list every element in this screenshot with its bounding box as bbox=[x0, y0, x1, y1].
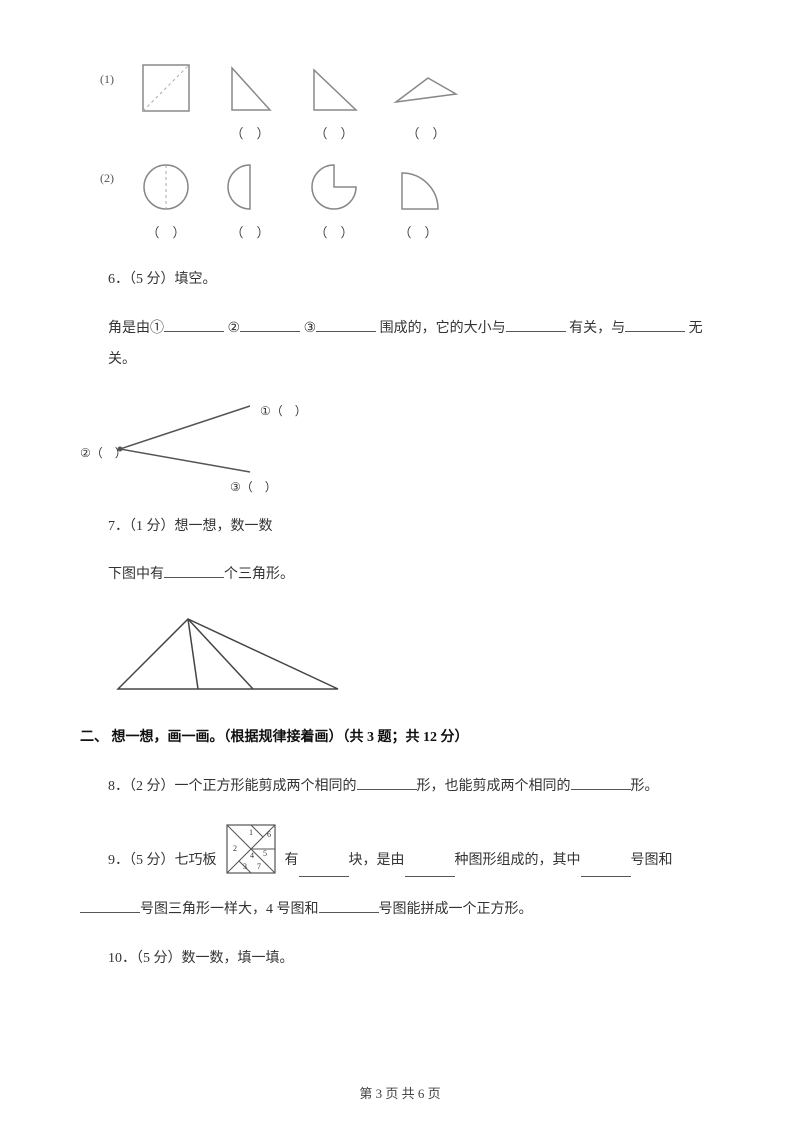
svg-text:5: 5 bbox=[263, 849, 267, 858]
paren-5: （ ） bbox=[230, 219, 269, 248]
q9-line: 9．（5 分）七巧板 1 2 3 4 5 6 7 有 块，是由 种图形组成的，其… bbox=[80, 821, 720, 877]
svg-text:4: 4 bbox=[250, 851, 254, 860]
q9-blank-4[interactable] bbox=[80, 897, 140, 912]
svg-text:1: 1 bbox=[249, 828, 253, 837]
svg-text:3: 3 bbox=[243, 862, 247, 871]
q6-blank-1[interactable] bbox=[164, 317, 224, 332]
q7-label: 7．（1 分）想一想，数一数 bbox=[80, 512, 720, 543]
q8-line: 8．（2 分）一个正方形能剪成两个相同的 形，也能剪成两个相同的 形。 bbox=[80, 772, 720, 803]
q8-t2: 形。 bbox=[631, 779, 659, 794]
q9-t3: 种图形组成的，其中 bbox=[455, 846, 581, 877]
marker-1: ①（ ） bbox=[260, 398, 307, 424]
q6-blank-4[interactable] bbox=[506, 317, 566, 332]
q9-t5: 号图三角形一样大，4 号图和 bbox=[140, 902, 319, 917]
fig-three-quarter: （ ） bbox=[306, 159, 362, 248]
q6-label: 6．（5 分）填空。 bbox=[80, 265, 720, 296]
fig-triangle-2: （ ） bbox=[306, 60, 362, 149]
figure-row-2: (2) （ ） （ ） （ ） （ ） bbox=[80, 159, 720, 248]
q6-blank-5[interactable] bbox=[625, 317, 685, 332]
q8-blank-2[interactable] bbox=[571, 775, 631, 790]
fig-triangle-1: （ ） bbox=[222, 60, 278, 149]
fig-circle: （ ） bbox=[138, 159, 194, 248]
q6-blank-3[interactable] bbox=[316, 317, 376, 332]
paren-6: （ ） bbox=[314, 219, 353, 248]
q9-blank-3[interactable] bbox=[581, 861, 631, 876]
paren-7: （ ） bbox=[398, 219, 437, 248]
q9-line-2: 号图三角形一样大，4 号图和 号图能拼成一个正方形。 bbox=[80, 895, 720, 926]
q6-t2: ② bbox=[228, 321, 241, 336]
q8-t1: 形，也能剪成两个相同的 bbox=[417, 779, 571, 794]
paren-1: （ ） bbox=[230, 120, 269, 149]
document-body: (1) （ ） （ ） （ ） (2) （ ） bbox=[80, 60, 720, 974]
q6-t3: ③ bbox=[304, 321, 317, 336]
q6-sentence: 角是由① ② ③ 围成的，它的大小与 有关，与 无关。 bbox=[80, 314, 720, 376]
q6-t5: 有关，与 bbox=[569, 321, 625, 336]
q9-t2: 块，是由 bbox=[349, 846, 405, 877]
q8-blank-1[interactable] bbox=[357, 775, 417, 790]
tangram-figure: 1 2 3 4 5 6 7 bbox=[223, 821, 279, 877]
angle-diagram: ①（ ） ②（ ） ③（ ） bbox=[80, 394, 720, 494]
svg-text:7: 7 bbox=[257, 862, 261, 871]
q6-t4: 围成的，它的大小与 bbox=[380, 321, 506, 336]
fig-quarter: （ ） bbox=[390, 159, 446, 248]
q7-t1: 下图中有 bbox=[108, 567, 164, 582]
svg-text:6: 6 bbox=[267, 830, 271, 839]
paren-3: （ ） bbox=[406, 120, 445, 149]
q9-t1: 有 bbox=[285, 846, 299, 877]
q7-t2: 个三角形。 bbox=[224, 567, 294, 582]
fig-square-diagonal bbox=[138, 60, 194, 149]
q6-t1: 角是由① bbox=[108, 321, 164, 336]
fig-triangle-3: （ ） bbox=[390, 60, 462, 149]
q7-sentence: 下图中有 个三角形。 bbox=[80, 560, 720, 591]
paren-2: （ ） bbox=[314, 120, 353, 149]
page-footer: 第 3 页 共 6 页 bbox=[0, 1083, 800, 1102]
row-2-label: (2) bbox=[100, 165, 114, 191]
paren-4: （ ） bbox=[146, 219, 185, 248]
marker-3: ③（ ） bbox=[230, 474, 277, 500]
q10-label: 10．（5 分）数一数，填一填。 bbox=[80, 944, 720, 975]
q9-t6: 号图能拼成一个正方形。 bbox=[379, 902, 533, 917]
figure-row-1: (1) （ ） （ ） （ ） bbox=[80, 60, 720, 149]
q7-triangle-figure bbox=[80, 609, 720, 699]
q6-blank-2[interactable] bbox=[240, 317, 300, 332]
q7-blank[interactable] bbox=[164, 563, 224, 578]
row-1-label: (1) bbox=[100, 66, 114, 92]
marker-2: ②（ ） bbox=[80, 440, 127, 466]
q9-blank-5[interactable] bbox=[319, 897, 379, 912]
q9-t4: 号图和 bbox=[631, 846, 673, 877]
q9-label: 9．（5 分）七巧板 bbox=[108, 846, 217, 877]
q9-blank-2[interactable] bbox=[405, 861, 455, 876]
svg-text:2: 2 bbox=[233, 844, 237, 853]
section-2-title: 二、 想一想，画一画。（根据规律接着画）（共 3 题；共 12 分） bbox=[80, 723, 720, 754]
q8-label: 8．（2 分）一个正方形能剪成两个相同的 bbox=[108, 779, 357, 794]
fig-half-circle: （ ） bbox=[222, 159, 278, 248]
q9-blank-1[interactable] bbox=[299, 861, 349, 876]
